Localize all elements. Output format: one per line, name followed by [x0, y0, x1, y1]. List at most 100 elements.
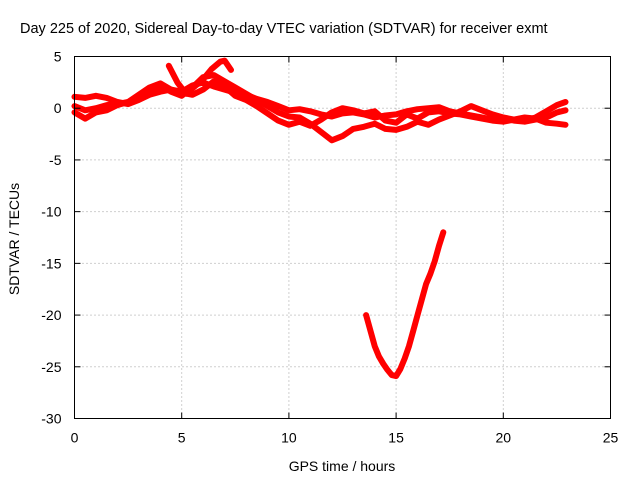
data-point: [479, 116, 485, 122]
data-point: [243, 97, 249, 103]
data-point: [166, 63, 172, 69]
data-point: [419, 297, 425, 303]
data-point: [532, 114, 539, 121]
data-point: [440, 229, 446, 235]
data-point: [307, 108, 313, 114]
data-point: [232, 84, 238, 91]
data-point: [146, 90, 153, 96]
data-point: [479, 107, 485, 113]
data-point: [254, 103, 260, 109]
data-point: [286, 107, 292, 113]
data-point: [114, 101, 120, 107]
data-point: [93, 93, 99, 99]
data-point: [436, 108, 442, 114]
data-point: [414, 106, 421, 112]
x-tick-label: 5: [178, 430, 186, 446]
data-point: [490, 111, 496, 117]
y-tick-label: -15: [41, 255, 61, 271]
y-tick-label: -30: [41, 411, 61, 427]
data-point: [189, 92, 195, 98]
data-point: [402, 355, 408, 362]
data-point: [427, 271, 433, 277]
data-point: [425, 109, 431, 115]
data-point: [174, 79, 180, 85]
data-point: [104, 95, 110, 101]
data-point: [243, 91, 249, 97]
data-point: [297, 114, 303, 121]
data-point: [468, 103, 474, 109]
data-point: [136, 96, 142, 102]
data-point: [329, 109, 335, 115]
data-point: [543, 114, 549, 121]
y-tick-label: -20: [41, 307, 61, 323]
data-point: [382, 126, 388, 132]
y-tick-label: -5: [49, 152, 62, 168]
y-tick-label: -25: [41, 359, 61, 375]
x-tick-label: 10: [281, 430, 297, 446]
y-tick-labels: 5 0 -5 -10 -15 -20 -25 -30: [41, 49, 61, 427]
data-point: [436, 243, 442, 249]
y-axis-label: SDTVAR / TECUs: [6, 183, 22, 295]
x-tick-label: 25: [603, 430, 619, 446]
data-point: [372, 343, 378, 349]
data-point: [414, 312, 421, 318]
data-point: [397, 366, 403, 372]
data-point: [200, 76, 206, 82]
data-point: [318, 117, 324, 123]
data-point: [372, 121, 378, 127]
data-point: [382, 118, 388, 124]
data-point: [361, 110, 367, 116]
data-point: [222, 78, 228, 84]
axis-ticks: [74, 56, 611, 419]
data-point: [339, 110, 346, 116]
data-point: [363, 312, 369, 318]
data-point: [350, 126, 356, 132]
data-point: [393, 373, 399, 379]
data-point: [562, 107, 569, 113]
data-point: [372, 108, 378, 114]
data-point: [211, 72, 217, 78]
data-point: [393, 127, 399, 133]
data-point: [93, 105, 99, 111]
data-point: [423, 281, 429, 287]
data-point: [318, 129, 324, 135]
data-point: [389, 372, 395, 378]
data-point: [554, 109, 560, 115]
chart-title: Day 225 of 2020, Sidereal Day-to-day VTE…: [20, 21, 548, 37]
data-point: [554, 102, 560, 108]
x-tick-labels: 0 5 10 15 20 25: [71, 430, 619, 446]
data-point: [554, 121, 560, 127]
data-point: [286, 113, 292, 120]
data-point: [404, 111, 410, 117]
data-point: [522, 118, 528, 124]
data-point: [404, 124, 410, 130]
data-point: [500, 114, 506, 121]
data-point: [222, 58, 228, 64]
data-point: [275, 118, 281, 124]
data-point: [447, 112, 453, 119]
data-point: [82, 95, 88, 101]
x-axis-label: GPS time / hours: [289, 458, 396, 474]
x-tick-label: 0: [71, 430, 79, 446]
data-series: [71, 57, 569, 380]
x-tick-label: 20: [496, 430, 512, 446]
data-point: [410, 328, 416, 334]
data-point: [104, 102, 110, 108]
data-point: [192, 83, 198, 90]
data-point: [264, 110, 271, 116]
data-point: [562, 99, 569, 105]
data-point: [232, 93, 238, 99]
data-point: [393, 120, 399, 126]
y-tick-label: 5: [54, 49, 62, 65]
data-point: [157, 82, 163, 89]
x-tick-label: 15: [388, 430, 404, 446]
data-point: [254, 97, 260, 103]
data-point: [376, 353, 382, 359]
data-point: [384, 367, 391, 373]
data-point: [414, 119, 421, 125]
data-point: [468, 113, 474, 120]
data-point: [82, 116, 88, 122]
data-point: [511, 117, 517, 123]
data-point: [200, 87, 206, 93]
